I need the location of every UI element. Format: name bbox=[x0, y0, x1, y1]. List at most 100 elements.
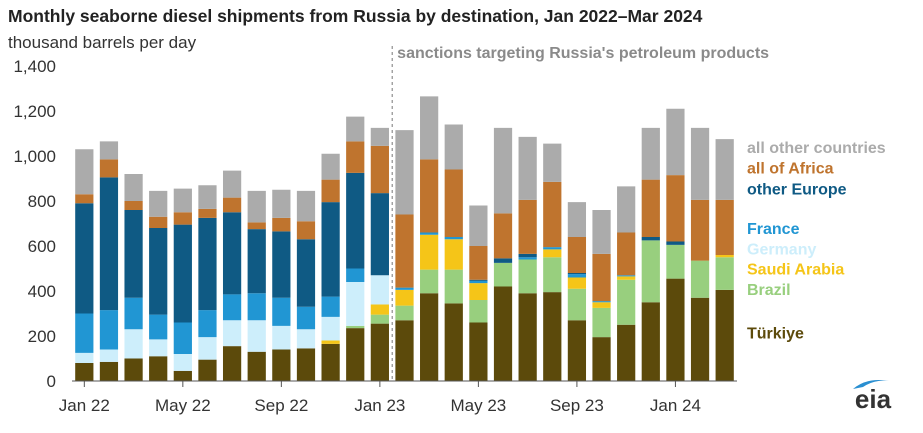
bar-t-rkiye-nov-23 bbox=[617, 324, 636, 381]
bar-germany-apr-22 bbox=[149, 339, 168, 357]
y-tick-label: 600 bbox=[28, 237, 56, 256]
bar-all-of-africa-feb-22 bbox=[99, 159, 119, 178]
bar-france-mar-23 bbox=[420, 232, 439, 235]
bar-all-other-countries-oct-23 bbox=[592, 210, 611, 254]
bar-all-other-countries-aug-23 bbox=[543, 143, 562, 182]
bar-t-rkiye-nov-22 bbox=[321, 343, 340, 381]
bar-other-europe-feb-22 bbox=[99, 177, 119, 311]
bar-all-other-countries-may-22 bbox=[173, 188, 192, 213]
bar-t-rkiye-feb-23 bbox=[395, 320, 414, 381]
bar-germany-nov-22 bbox=[321, 316, 340, 341]
bar-saudi-arabia-may-23 bbox=[469, 283, 488, 300]
bar-germany-oct-22 bbox=[296, 329, 316, 349]
bar-t-rkiye-oct-23 bbox=[592, 337, 611, 381]
bar-brazil-jun-23 bbox=[493, 262, 513, 287]
eia-logo-text: eia bbox=[855, 384, 892, 413]
bar-all-other-countries-dec-23 bbox=[641, 127, 660, 180]
bar-france-mar-22 bbox=[124, 297, 143, 330]
bar-all-of-africa-feb-23 bbox=[395, 214, 414, 288]
bar-other-europe-jun-22 bbox=[198, 217, 217, 311]
x-tick-label: Sep 23 bbox=[550, 396, 604, 415]
bar-other-europe-apr-22 bbox=[149, 228, 168, 315]
y-tick-label: 800 bbox=[28, 192, 56, 211]
bar-brazil-aug-23 bbox=[543, 257, 562, 293]
bar-germany-aug-22 bbox=[247, 320, 266, 352]
bar-france-aug-23 bbox=[543, 247, 562, 250]
bar-all-other-countries-jul-23 bbox=[518, 136, 537, 200]
bar-t-rkiye-jan-22 bbox=[75, 363, 94, 381]
bar-t-rkiye-aug-22 bbox=[247, 351, 266, 381]
bar-all-of-africa-jul-22 bbox=[222, 197, 242, 213]
bar-t-rkiye-apr-23 bbox=[444, 303, 463, 381]
bar-other-europe-jan-23 bbox=[370, 193, 389, 276]
bar-other-europe-jul-23 bbox=[518, 253, 537, 258]
y-tick-label: 1,400 bbox=[13, 57, 56, 76]
bar-other-europe-oct-22 bbox=[296, 239, 316, 307]
bar-other-europe-may-23 bbox=[469, 279, 488, 281]
bar-all-of-africa-nov-22 bbox=[321, 179, 340, 203]
bar-all-other-countries-mar-22 bbox=[124, 174, 143, 201]
bar-saudi-arabia-nov-23 bbox=[617, 276, 636, 280]
bar-all-other-countries-feb-23 bbox=[395, 130, 414, 215]
bar-other-europe-sep-22 bbox=[272, 231, 291, 298]
x-tick-label: May 22 bbox=[155, 396, 211, 415]
bar-other-europe-jan-24 bbox=[666, 241, 685, 245]
bar-t-rkiye-mar-24 bbox=[715, 289, 734, 381]
bar-all-of-africa-feb-24 bbox=[690, 199, 710, 261]
bar-t-rkiye-jul-22 bbox=[222, 346, 242, 381]
y-tick-label: 200 bbox=[28, 327, 56, 346]
bar-other-europe-jan-22 bbox=[75, 203, 94, 314]
bar-t-rkiye-jun-23 bbox=[493, 286, 513, 381]
bar-brazil-mar-23 bbox=[420, 269, 439, 294]
bar-all-of-africa-dec-22 bbox=[346, 141, 365, 173]
bar-t-rkiye-dec-23 bbox=[641, 302, 660, 381]
eia-logo-swoosh bbox=[853, 380, 889, 389]
y-tick-label: 400 bbox=[28, 282, 56, 301]
bar-saudi-arabia-apr-23 bbox=[444, 239, 463, 270]
bar-all-other-countries-apr-23 bbox=[444, 124, 463, 170]
bar-saudi-arabia-nov-22 bbox=[321, 340, 340, 344]
x-tick-label: Jan 23 bbox=[354, 396, 405, 415]
bar-other-europe-aug-22 bbox=[247, 229, 266, 294]
bar-other-europe-mar-22 bbox=[124, 210, 143, 298]
bar-france-jun-22 bbox=[198, 310, 217, 338]
bar-france-aug-22 bbox=[247, 293, 266, 321]
bar-germany-sep-22 bbox=[272, 325, 291, 350]
bar-saudi-arabia-sep-23 bbox=[567, 277, 587, 289]
bar-france-nov-22 bbox=[321, 296, 340, 317]
bar-france-jul-22 bbox=[222, 294, 242, 321]
bar-all-of-africa-apr-23 bbox=[444, 169, 463, 237]
y-tick-label: 0 bbox=[47, 372, 56, 391]
bar-all-of-africa-jan-23 bbox=[370, 145, 389, 194]
legend-france: France bbox=[747, 221, 800, 238]
bar-saudi-arabia-oct-23 bbox=[592, 302, 611, 308]
legend-all-other-countries: all other countries bbox=[747, 140, 886, 157]
bar-saudi-arabia-aug-23 bbox=[543, 249, 562, 258]
x-tick-label: May 23 bbox=[451, 396, 507, 415]
legend-t-rkiye: Türkiye bbox=[747, 326, 804, 343]
bar-all-other-countries-mar-24 bbox=[715, 139, 734, 200]
bar-saudi-arabia-mar-23 bbox=[420, 234, 439, 270]
bar-france-may-22 bbox=[173, 322, 192, 354]
bar-all-of-africa-jun-22 bbox=[198, 208, 217, 218]
legend-saudi-arabia: Saudi Arabia bbox=[747, 262, 844, 279]
bar-france-feb-22 bbox=[99, 310, 119, 350]
bar-all-of-africa-apr-22 bbox=[149, 216, 168, 228]
bar-all-of-africa-mar-23 bbox=[420, 159, 439, 233]
bar-france-apr-22 bbox=[149, 314, 168, 340]
bar-all-of-africa-oct-23 bbox=[592, 253, 611, 302]
y-tick-label: 1,200 bbox=[13, 102, 56, 121]
bar-t-rkiye-may-23 bbox=[469, 322, 488, 381]
bar-brazil-dec-23 bbox=[641, 240, 660, 303]
bar-france-jan-22 bbox=[75, 313, 94, 353]
bar-all-of-africa-dec-23 bbox=[641, 179, 660, 237]
bar-all-of-africa-sep-22 bbox=[272, 217, 291, 232]
bar-other-europe-dec-22 bbox=[346, 172, 365, 269]
bar-all-other-countries-jan-22 bbox=[75, 149, 94, 195]
x-tick-label: Sep 22 bbox=[254, 396, 308, 415]
bar-t-rkiye-may-22 bbox=[173, 370, 192, 381]
y-tick-label: 1,000 bbox=[13, 147, 56, 166]
bar-other-europe-jun-23 bbox=[493, 258, 513, 263]
bar-all-other-countries-feb-22 bbox=[99, 141, 119, 160]
bar-all-other-countries-jan-24 bbox=[666, 108, 685, 176]
